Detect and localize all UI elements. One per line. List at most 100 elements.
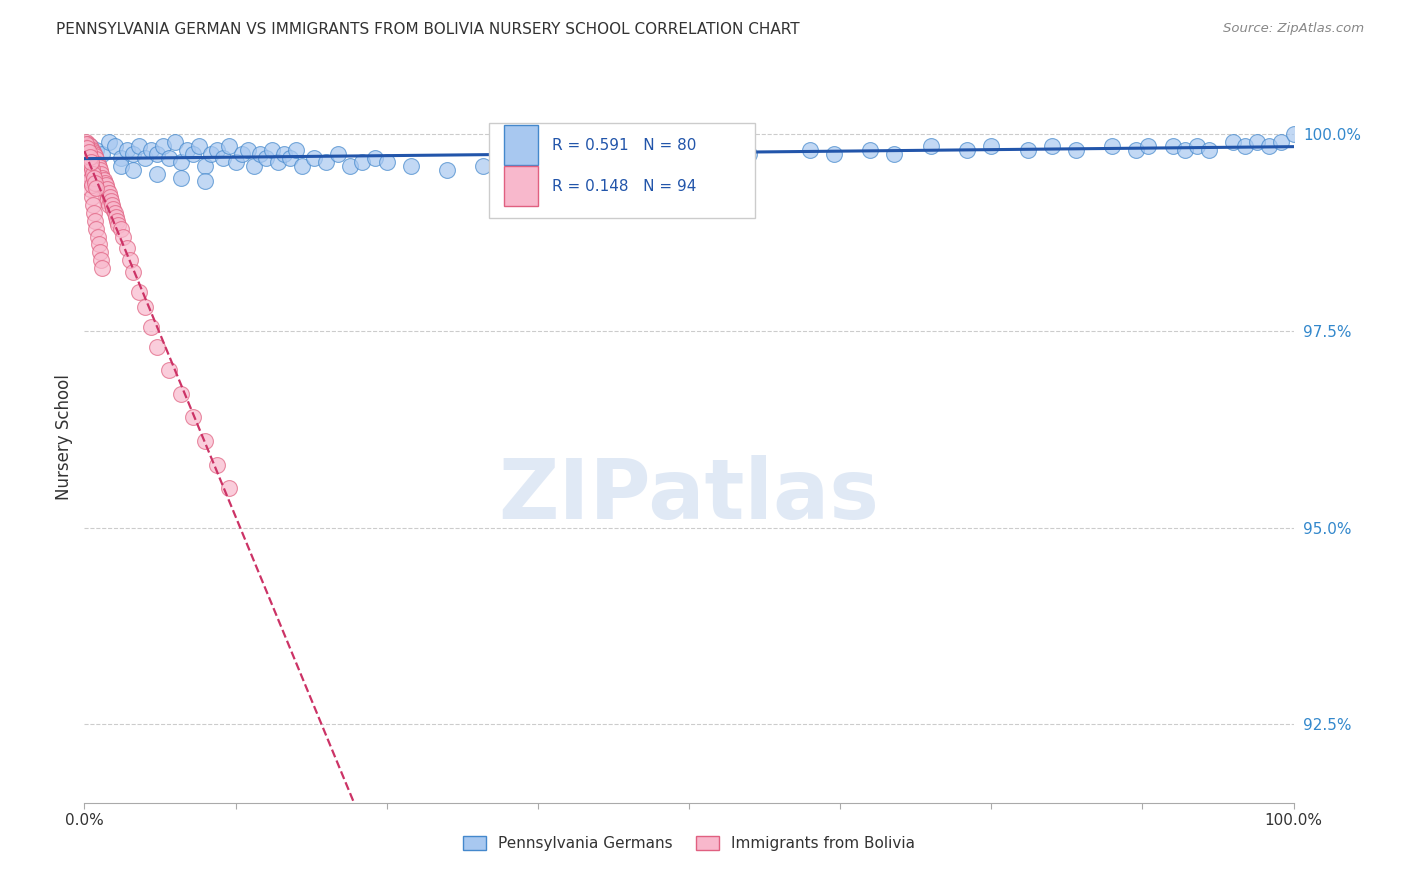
Point xyxy=(146,167,169,181)
Text: ZIPatlas: ZIPatlas xyxy=(499,455,879,536)
Point xyxy=(375,154,398,169)
Point xyxy=(94,178,117,193)
Point xyxy=(157,151,180,165)
Point xyxy=(77,153,100,167)
Point xyxy=(110,221,132,235)
Point xyxy=(302,151,325,165)
Point xyxy=(115,143,138,157)
Point xyxy=(97,135,120,149)
Point xyxy=(86,221,108,235)
Point xyxy=(139,320,162,334)
Point xyxy=(738,147,761,161)
Point xyxy=(170,154,193,169)
Point xyxy=(104,206,127,220)
Point xyxy=(93,182,115,196)
Point xyxy=(91,170,114,185)
Point xyxy=(107,218,129,232)
Point xyxy=(77,136,100,151)
Point xyxy=(120,253,142,268)
Point xyxy=(472,159,495,173)
Point xyxy=(84,159,107,173)
Point xyxy=(920,139,942,153)
Point xyxy=(86,153,108,167)
Point xyxy=(75,136,97,151)
Bar xyxy=(503,166,538,206)
Point xyxy=(436,162,458,177)
Point xyxy=(285,143,308,157)
Point xyxy=(212,151,235,165)
Point xyxy=(86,143,108,157)
Point xyxy=(121,265,143,279)
Point xyxy=(236,143,259,157)
Point xyxy=(352,154,374,169)
Point xyxy=(100,194,122,208)
Point xyxy=(89,245,111,260)
Point xyxy=(1064,143,1087,157)
Point xyxy=(86,157,108,171)
Point xyxy=(260,143,283,157)
Point xyxy=(77,145,100,159)
Point xyxy=(94,190,117,204)
Point xyxy=(1185,139,1208,153)
Point xyxy=(75,141,97,155)
Point xyxy=(267,154,290,169)
Point xyxy=(79,150,101,164)
Point xyxy=(218,481,240,495)
Point xyxy=(76,139,98,153)
Point xyxy=(157,363,180,377)
Point xyxy=(87,170,110,185)
Point xyxy=(84,149,107,163)
Point xyxy=(1101,139,1123,153)
Point xyxy=(79,139,101,153)
Bar xyxy=(503,125,538,165)
Point xyxy=(80,178,103,192)
Point xyxy=(80,161,103,176)
Point xyxy=(110,159,132,173)
Point xyxy=(273,147,295,161)
Point xyxy=(399,159,422,173)
Point xyxy=(207,143,229,157)
Point xyxy=(121,147,143,161)
Point xyxy=(79,173,101,187)
Point xyxy=(83,154,105,169)
Point xyxy=(91,178,114,193)
FancyBboxPatch shape xyxy=(489,122,755,218)
Text: Source: ZipAtlas.com: Source: ZipAtlas.com xyxy=(1223,22,1364,36)
Point xyxy=(77,174,100,188)
Point xyxy=(77,143,100,157)
Point xyxy=(96,194,118,208)
Point xyxy=(115,241,138,255)
Point xyxy=(84,214,107,228)
Point xyxy=(90,167,112,181)
Point xyxy=(104,210,127,224)
Point xyxy=(82,167,104,181)
Point xyxy=(77,162,100,177)
Point xyxy=(1222,135,1244,149)
Point xyxy=(194,159,217,173)
Point xyxy=(678,151,700,165)
Point xyxy=(200,147,222,161)
Point xyxy=(104,139,127,153)
Point xyxy=(146,147,169,161)
Point xyxy=(79,147,101,161)
Point xyxy=(89,173,111,187)
Point xyxy=(76,159,98,173)
Point xyxy=(1137,139,1160,153)
Point xyxy=(134,151,156,165)
Point xyxy=(291,159,314,173)
Point xyxy=(79,139,101,153)
Point xyxy=(87,237,110,252)
Point xyxy=(80,190,103,204)
Point xyxy=(76,145,98,159)
Text: R = 0.591   N = 80: R = 0.591 N = 80 xyxy=(553,137,697,153)
Point xyxy=(93,173,115,187)
Point xyxy=(82,145,104,159)
Point xyxy=(76,141,98,155)
Point xyxy=(75,135,97,149)
Point xyxy=(96,182,118,196)
Point xyxy=(97,198,120,212)
Point xyxy=(91,260,114,275)
Point xyxy=(83,147,105,161)
Point xyxy=(103,202,125,216)
Point xyxy=(194,174,217,188)
